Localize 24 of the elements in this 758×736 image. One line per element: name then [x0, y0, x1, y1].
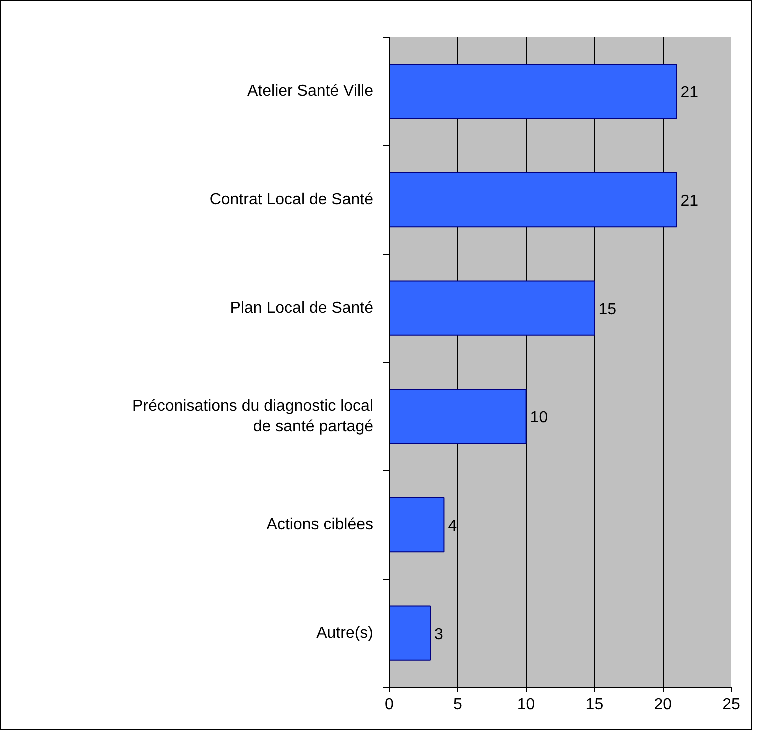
x-tick-label: 10 [517, 696, 536, 714]
y-tick-label: Contrat Local de Santé [210, 192, 374, 208]
bar [390, 389, 527, 444]
y-tick-label: Plan Local de Santé [230, 300, 374, 317]
bar [390, 497, 445, 553]
data-label: 3 [434, 626, 444, 644]
x-tick-label: 5 [453, 696, 462, 714]
y-tick-label: Préconisations du diagnostic local de santé partagé [132, 398, 374, 436]
bar [390, 172, 678, 228]
data-label: 10 [530, 410, 548, 427]
data-label: 4 [448, 518, 458, 535]
x-tick-label: 20 [654, 696, 672, 714]
y-tick-label: Actions ciblées [266, 516, 374, 534]
y-tick-label: Autre(s) [316, 624, 374, 642]
x-tick-label: 25 [722, 696, 740, 714]
bar [390, 280, 596, 336]
data-label: 21 [680, 84, 699, 102]
data-label: 15 [598, 301, 617, 318]
x-tick-label: 15 [586, 696, 604, 714]
data-label: 21 [680, 193, 699, 210]
x-tick-label: 0 [385, 696, 394, 714]
bar [390, 606, 432, 661]
bar [390, 64, 678, 120]
y-tick-label: Atelier Santé Ville [248, 83, 374, 100]
